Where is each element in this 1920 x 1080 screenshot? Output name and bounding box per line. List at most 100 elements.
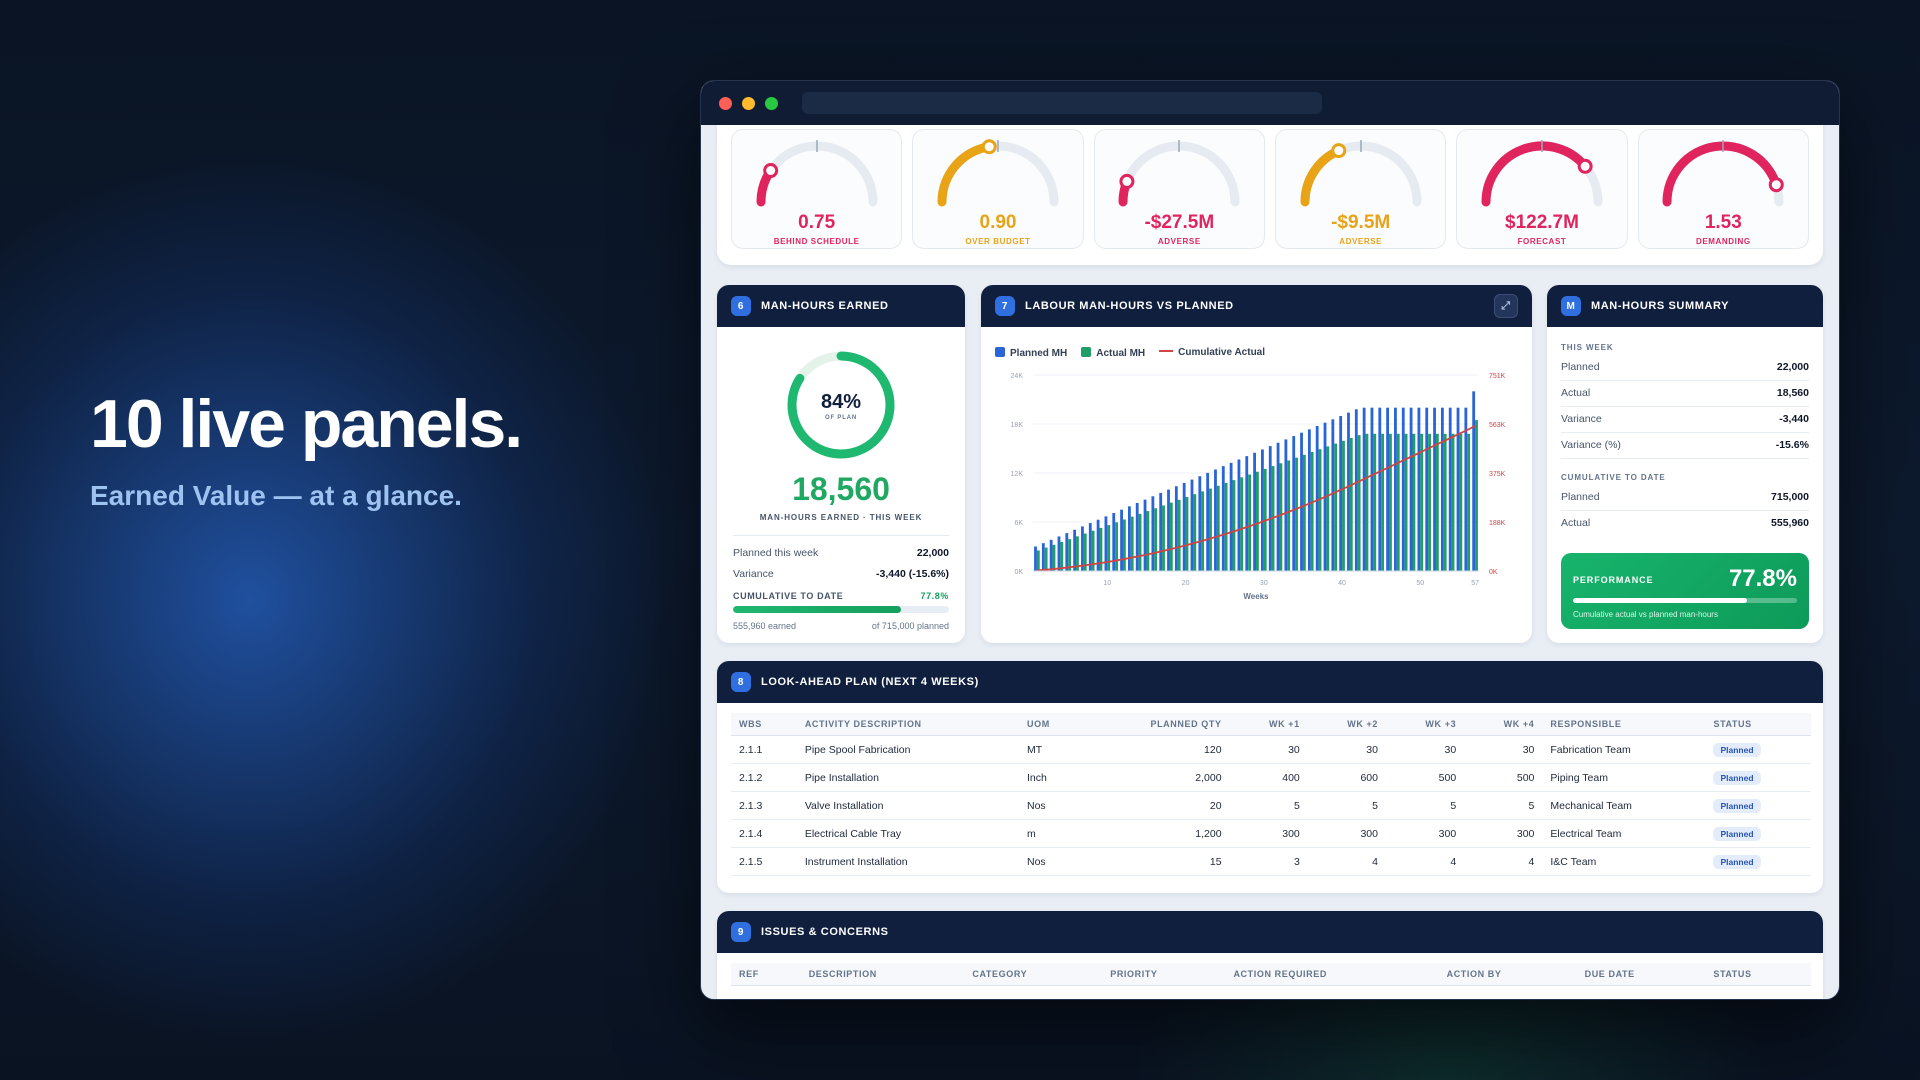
gauge-arc (1300, 140, 1422, 207)
planned-bar (1120, 509, 1123, 571)
table-cell: Electrical Team (1542, 819, 1706, 848)
gauge-fill (937, 142, 994, 207)
actual-bar (1357, 435, 1361, 571)
planned-bar (1065, 533, 1069, 571)
minimize-window-button[interactable] (742, 96, 755, 110)
kpi-gauge: 1.53 DEMANDING (1637, 129, 1809, 249)
gauge-label: DEMANDING (1695, 237, 1751, 246)
planned-bar (1049, 539, 1053, 571)
variance-value: -3,440 (-15.6%) (876, 568, 949, 580)
x-tick-label: 20 (1182, 580, 1190, 587)
actual-bar (1146, 511, 1150, 571)
planned-bar (1112, 513, 1116, 571)
gauge-knob (981, 139, 997, 155)
actual-bar (1060, 541, 1064, 571)
column-header[interactable]: PLANNED QTY (1083, 713, 1230, 736)
table-row[interactable]: 2.1.5 Instrument Installation Nos 15 3 4 4 4 I&C… (731, 847, 1811, 876)
table-row[interactable]: 2.1.1 Pipe Spool Fabrication MT 120 30 30 30 30… (731, 735, 1811, 764)
actual-bar (1373, 433, 1377, 571)
column-header[interactable]: ACTIVITY DESCRIPTION (796, 713, 1019, 736)
column-header[interactable]: REF (731, 963, 801, 986)
planned-bar (1151, 496, 1155, 571)
table-cell: 120 (1083, 735, 1230, 764)
column-header[interactable]: STATUS (1705, 963, 1811, 986)
y-tick-label: 24K (1011, 373, 1024, 380)
actual-bar (1279, 463, 1283, 571)
column-header[interactable]: CATEGORY (964, 963, 1103, 986)
column-header[interactable]: RESPONSIBLE (1542, 713, 1706, 736)
gauge-track (1300, 141, 1422, 207)
panel-number-badge: 8 (731, 672, 751, 692)
table-cell: Pipe Spool Fabrication (796, 735, 1019, 764)
actual-bar (1310, 452, 1314, 571)
table-cell: Nos (1019, 847, 1084, 876)
column-header[interactable]: WBS (731, 713, 797, 736)
actual-bar (1404, 433, 1408, 571)
column-header[interactable]: WK +1 (1229, 713, 1308, 736)
column-header[interactable]: ACTION REQUIRED (1225, 963, 1439, 986)
column-header[interactable]: DESCRIPTION (800, 963, 965, 986)
table-row[interactable]: 2.1.4 Electrical Cable Tray m 1,200 300 300 30… (731, 819, 1811, 848)
actual-bar (1224, 482, 1228, 571)
status-badge: Planned (1713, 798, 1761, 813)
planned-bar (1190, 479, 1194, 571)
x-tick-label: 50 (1416, 580, 1424, 587)
planned-bar (1347, 412, 1350, 571)
table-cell: 400 (1229, 763, 1308, 792)
kpi-gauge: 0.90 OVER BUDGET (912, 129, 1084, 249)
x-tick-label: 10 (1103, 580, 1111, 587)
maximize-window-button[interactable] (765, 96, 778, 110)
table-cell: 5 (1307, 791, 1386, 820)
column-header[interactable]: UOM (1019, 713, 1084, 736)
labour-chart: 0K 6K 12K 18K 24K 0K 188K 375K 563K 751K 10 20 30 40 5… (1011, 373, 1506, 601)
planned-bar (1034, 546, 1037, 571)
cumulative-footer: 555,960 earned of 715,000 planned (733, 621, 949, 631)
gauge-fill (1662, 141, 1782, 207)
gauge-track (937, 141, 1059, 207)
column-header[interactable]: WK +4 (1464, 713, 1543, 736)
address-bar[interactable] (802, 92, 1322, 114)
actual-bar (1420, 433, 1424, 571)
close-window-button[interactable] (719, 96, 732, 110)
planned-bar (1464, 407, 1468, 571)
column-header[interactable]: DUE DATE (1576, 963, 1706, 986)
column-header[interactable]: STATUS (1705, 713, 1811, 736)
planned-bar (1307, 429, 1311, 571)
table-row[interactable]: 2.1.2 Pipe Installation Inch 2,000 400 600 500… (731, 763, 1811, 792)
column-header[interactable]: WK +2 (1307, 713, 1386, 736)
actual-bar (1122, 519, 1126, 571)
planned-value: 22,000 (916, 547, 949, 559)
actual-bar (1326, 446, 1330, 571)
status-cell: Planned (1705, 791, 1811, 820)
window-titlebar (701, 81, 1839, 125)
gauge-fill (1300, 146, 1343, 207)
gauge-arc (1481, 140, 1603, 207)
table-cell: 2,000 (1083, 763, 1230, 792)
summary-row: Variance (%) -15.6% (1561, 439, 1809, 459)
panel-number-badge: 6 (731, 296, 751, 316)
planned-bar (1041, 543, 1045, 571)
planned-this-week: Planned this week 22,000 (733, 547, 949, 559)
table-row[interactable]: 2.1.3 Valve Installation Nos 20 5 5 5 5 Mechanic… (731, 791, 1811, 820)
y-tick-label: 18K (1011, 422, 1024, 429)
legend-cumulative: Cumulative Actual (1159, 347, 1265, 359)
legend-planned: Planned MH (995, 347, 1067, 359)
status-badge: Planned (1713, 742, 1761, 757)
gauge-fill (1481, 141, 1590, 207)
actual-bar (1076, 536, 1079, 571)
summary-row: Actual 18,560 (1561, 387, 1809, 407)
gauge-value: 0.75 (798, 212, 836, 233)
status-cell: Planned (1705, 735, 1811, 764)
x-axis-label: Weeks (1243, 592, 1269, 601)
actual-bar (1389, 433, 1392, 571)
expand-icon[interactable]: ⤢ (1494, 294, 1518, 318)
gauge-track (1118, 141, 1240, 207)
planned-bar (1292, 436, 1296, 571)
column-header[interactable]: WK +3 (1385, 713, 1465, 736)
column-header[interactable]: ACTION BY (1438, 963, 1577, 986)
column-header[interactable]: PRIORITY (1102, 963, 1226, 986)
actual-bar (1169, 502, 1173, 571)
gauge-knob (1577, 158, 1593, 174)
panel-number-badge: M (1561, 296, 1581, 316)
actual-bar (1036, 550, 1040, 571)
